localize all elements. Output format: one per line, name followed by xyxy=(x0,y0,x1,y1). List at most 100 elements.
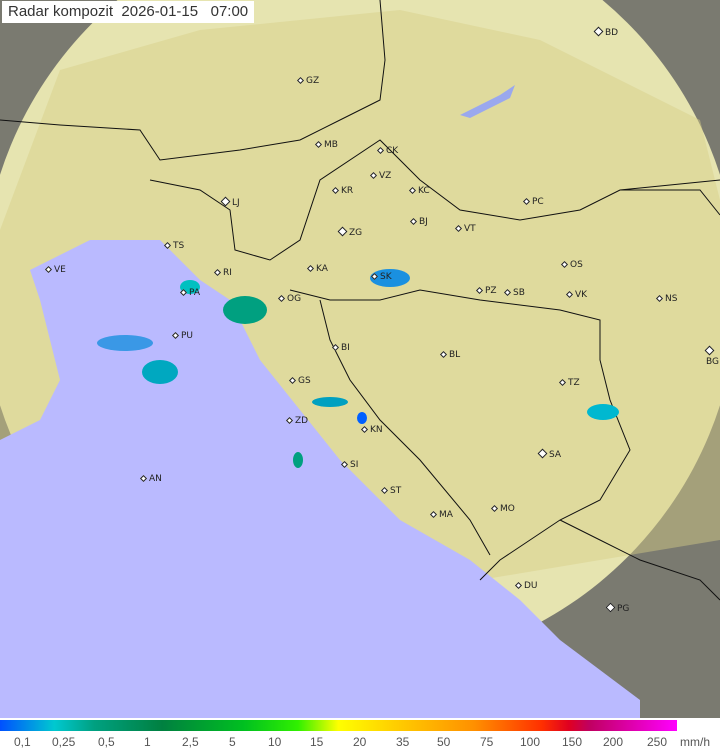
city-marker-icon xyxy=(376,146,385,155)
city-code: OG xyxy=(287,294,302,304)
city-gz: GZ xyxy=(296,76,320,86)
legend-label: 0,25 xyxy=(52,735,76,749)
precipitation-echoes xyxy=(97,269,619,468)
city-vt: VT xyxy=(454,224,476,234)
legend-label: 150 xyxy=(562,735,583,749)
city-du: DU xyxy=(514,581,538,591)
legend-label: 15 xyxy=(310,735,324,749)
city-marker-icon xyxy=(655,294,664,303)
city-marker-icon xyxy=(360,425,369,434)
city-ma: MA xyxy=(429,510,453,520)
city-marker-icon xyxy=(288,376,297,385)
city-kc: KC xyxy=(408,186,430,196)
city-code: ZD xyxy=(295,416,309,426)
city-kn: KN xyxy=(360,425,383,435)
legend-label: 10 xyxy=(268,735,282,749)
city-pa: PA xyxy=(179,288,201,298)
legend-label: 20 xyxy=(353,735,367,749)
city-ve: VE xyxy=(44,265,66,275)
city-marker-icon xyxy=(179,288,188,297)
city-marker-icon xyxy=(522,197,531,206)
adriatic-sea xyxy=(0,240,640,718)
city-marker-icon xyxy=(285,416,294,425)
city-bj: BJ xyxy=(409,217,428,227)
city-bi: BI xyxy=(331,343,350,353)
city-marker-icon xyxy=(369,171,378,180)
city-marker-icon xyxy=(277,294,286,303)
city-marker-icon xyxy=(560,260,569,269)
city-code: PC xyxy=(532,197,544,207)
city-code: GZ xyxy=(306,76,320,86)
city-mo: MO xyxy=(490,504,515,514)
city-marker-icon xyxy=(220,196,231,207)
city-marker-icon xyxy=(213,268,222,277)
city-st: ST xyxy=(380,486,402,496)
legend-label: 100 xyxy=(520,735,541,749)
city-ri: RI xyxy=(213,268,232,278)
city-tz: TZ xyxy=(558,378,580,388)
city-code: PZ xyxy=(485,286,497,296)
legend-color-bar xyxy=(0,720,677,731)
radar-map[interactable] xyxy=(0,0,720,718)
city-code: GS xyxy=(298,376,311,386)
city-code: ST xyxy=(390,486,402,496)
lake-balaton xyxy=(460,85,515,118)
city-bd: BD xyxy=(593,26,618,38)
city-marker-icon xyxy=(296,76,305,85)
city-bl: BL xyxy=(439,350,460,360)
city-marker-icon xyxy=(171,331,180,340)
city-code: TZ xyxy=(568,378,580,388)
city-marker-icon xyxy=(331,186,340,195)
city-marker-icon xyxy=(408,186,417,195)
city-code: DU xyxy=(524,581,538,591)
city-marker-icon xyxy=(337,226,348,237)
city-sk: SK xyxy=(370,272,392,282)
legend-label: 2,5 xyxy=(182,735,199,749)
city-code: KN xyxy=(370,425,383,435)
city-marker-icon xyxy=(704,345,715,356)
city-marker-icon xyxy=(537,448,548,459)
city-code: SB xyxy=(513,288,525,298)
city-code: VT xyxy=(464,224,476,234)
city-code: AN xyxy=(149,474,162,484)
city-vk: VK xyxy=(565,290,587,300)
city-marker-icon xyxy=(44,265,53,274)
city-sb: SB xyxy=(503,288,525,298)
city-marker-icon xyxy=(514,581,523,590)
city-os: OS xyxy=(560,260,583,270)
city-marker-icon xyxy=(565,290,574,299)
city-an: AN xyxy=(139,474,162,484)
city-marker-icon xyxy=(314,140,323,149)
city-code: BI xyxy=(341,343,350,353)
city-marker-icon xyxy=(139,474,148,483)
city-marker-icon xyxy=(490,504,499,513)
city-ka: KA xyxy=(306,264,328,274)
city-lj: LJ xyxy=(220,196,240,208)
city-pz: PZ xyxy=(475,286,497,296)
city-sa: SA xyxy=(537,448,561,460)
city-code: MB xyxy=(324,140,338,150)
city-vz: VZ xyxy=(369,171,391,181)
city-marker-icon xyxy=(558,378,567,387)
city-marker-icon xyxy=(454,224,463,233)
city-marker-icon xyxy=(380,486,389,495)
city-og: OG xyxy=(277,294,302,304)
city-marker-icon xyxy=(331,343,340,352)
city-code: SK xyxy=(380,272,392,282)
legend-label: 250 xyxy=(647,735,668,749)
city-code: OS xyxy=(570,260,583,270)
legend-label: 75 xyxy=(480,735,494,749)
legend-labels: 0,1 0,25 0,5 1 2,5 5 10 15 20 35 50 75 100 150 200 250 m… xyxy=(0,735,720,751)
city-marker-icon xyxy=(409,217,418,226)
city-marker-icon xyxy=(439,350,448,359)
city-marker-icon xyxy=(429,510,438,519)
city-pc: PC xyxy=(522,197,544,207)
city-code: LJ xyxy=(232,198,240,208)
city-pu: PU xyxy=(171,331,193,341)
city-code: PA xyxy=(189,288,201,298)
map-title: Radar kompozit 2026-01-15 07:00 xyxy=(2,1,255,23)
city-marker-icon xyxy=(503,288,512,297)
city-code: VE xyxy=(54,265,66,275)
city-code: KA xyxy=(316,264,328,274)
city-marker-icon xyxy=(340,460,349,469)
